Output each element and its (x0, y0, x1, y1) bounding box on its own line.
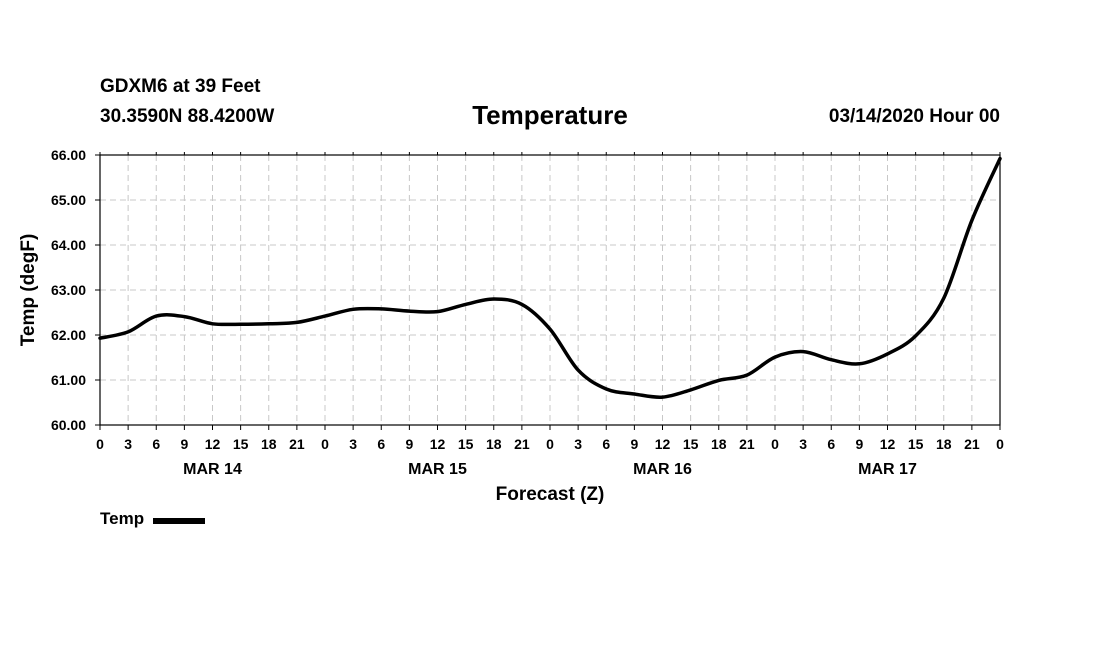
x-tick-label: 9 (630, 436, 638, 452)
x-tick-label: 12 (880, 436, 896, 452)
x-tick-label: 21 (964, 436, 980, 452)
x-tick-label: 3 (574, 436, 582, 452)
x-tick-label: 21 (514, 436, 530, 452)
day-label: MAR 17 (858, 461, 917, 478)
y-tick-label: 62.00 (51, 327, 86, 343)
x-tick-label: 3 (349, 436, 357, 452)
legend-line-swatch (153, 517, 206, 524)
run-time-label: 03/14/2020 Hour 00 (828, 106, 1000, 127)
x-tick-label: 0 (96, 436, 104, 452)
x-tick-label: 9 (180, 436, 188, 452)
y-tick-label: 64.00 (51, 237, 86, 253)
y-tick-label: 63.00 (51, 282, 86, 298)
coordinates-label: 30.3590N 88.4200W (100, 106, 275, 127)
x-tick-label: 18 (486, 436, 502, 452)
x-tick-label: 12 (430, 436, 446, 452)
x-tick-label: 0 (546, 436, 554, 452)
x-tick-label: 15 (458, 436, 474, 452)
station-label: GDXM6 at 39 Feet (100, 76, 261, 97)
x-axis-title: Forecast (Z) (496, 484, 605, 505)
x-tick-label: 6 (152, 436, 160, 452)
x-tick-label: 3 (799, 436, 807, 452)
temp-series-line (98, 156, 1002, 399)
x-tick-label: 6 (827, 436, 835, 452)
x-tick-label: 12 (655, 436, 671, 452)
chart-title: Temperature (472, 100, 628, 130)
x-tick-label: 0 (321, 436, 329, 452)
x-tick-label: 9 (855, 436, 863, 452)
x-tick-label: 15 (908, 436, 924, 452)
y-tick-label: 60.00 (51, 417, 86, 433)
x-tick-label: 15 (683, 436, 699, 452)
y-tick-label: 65.00 (51, 192, 86, 208)
day-label: MAR 14 (183, 461, 242, 478)
x-tick-label: 12 (205, 436, 221, 452)
x-tick-label: 18 (936, 436, 952, 452)
x-tick-label: 0 (996, 436, 1004, 452)
day-label: MAR 15 (408, 461, 467, 478)
x-tick-label: 6 (377, 436, 385, 452)
y-tick-label: 66.00 (51, 147, 86, 163)
x-tick-label: 18 (711, 436, 727, 452)
x-tick-label: 6 (602, 436, 610, 452)
legend-label: Temp (100, 509, 145, 528)
x-tick-label: 18 (261, 436, 277, 452)
x-tick-label: 15 (233, 436, 249, 452)
grid (99, 154, 1001, 426)
x-tick-label: 21 (289, 436, 305, 452)
x-tick-label: 21 (739, 436, 755, 452)
tick-labels: 60.00 61.00 62.00 63.00 64.00 65.00 66.00 0 3 6 9 1… (51, 147, 1004, 478)
legend: Temp (100, 509, 206, 529)
y-tick-label: 61.00 (51, 372, 86, 388)
x-tick-label: 3 (124, 436, 132, 452)
ticks (95, 152, 1001, 430)
day-label: MAR 16 (633, 461, 692, 478)
x-tick-label: 9 (405, 436, 413, 452)
x-tick-label: 0 (771, 436, 779, 452)
y-axis-title: Temp (degF) (18, 234, 39, 347)
